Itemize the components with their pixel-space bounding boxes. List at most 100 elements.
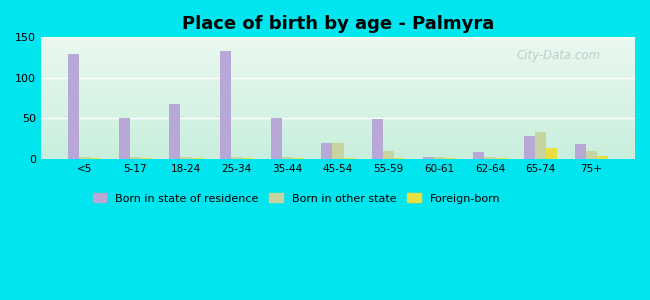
Bar: [41, 142, 635, 143]
Bar: [41, 88, 635, 89]
Bar: [41, 149, 635, 150]
Bar: [41, 59, 635, 60]
Bar: [41, 97, 635, 98]
Bar: [41, 152, 635, 153]
Bar: [41, 86, 635, 87]
Bar: [41, 72, 635, 73]
Bar: [41, 117, 635, 118]
Bar: [321, 143, 332, 159]
Bar: [41, 130, 635, 131]
Bar: [41, 133, 635, 134]
Bar: [41, 141, 635, 142]
Bar: [41, 43, 635, 44]
Bar: [41, 45, 635, 46]
Bar: [41, 81, 635, 82]
Bar: [41, 41, 635, 42]
Bar: [41, 147, 635, 148]
Bar: [41, 79, 635, 80]
Bar: [130, 157, 141, 159]
Bar: [41, 63, 635, 64]
Title: Place of birth by age - Palmyra: Place of birth by age - Palmyra: [182, 15, 494, 33]
Bar: [41, 55, 635, 56]
Bar: [41, 83, 635, 84]
Bar: [41, 80, 635, 81]
Bar: [41, 94, 635, 95]
Bar: [41, 129, 635, 130]
Bar: [281, 157, 293, 159]
Bar: [41, 154, 635, 155]
Bar: [41, 71, 635, 72]
Bar: [524, 136, 535, 159]
Bar: [41, 134, 635, 135]
Bar: [495, 158, 506, 159]
Bar: [41, 98, 635, 99]
Bar: [546, 148, 557, 159]
Bar: [422, 157, 434, 159]
Bar: [473, 152, 484, 159]
Bar: [41, 103, 635, 104]
Bar: [41, 102, 635, 103]
Bar: [41, 58, 635, 59]
Bar: [41, 113, 635, 114]
Bar: [41, 123, 635, 124]
Bar: [41, 68, 635, 69]
Bar: [41, 132, 635, 133]
Bar: [41, 92, 635, 93]
Bar: [41, 40, 635, 41]
Bar: [41, 126, 635, 127]
Bar: [41, 61, 635, 62]
Bar: [394, 158, 406, 159]
Bar: [41, 84, 635, 85]
Bar: [41, 75, 635, 76]
Bar: [41, 119, 635, 120]
Bar: [231, 157, 242, 159]
Bar: [41, 69, 635, 70]
Bar: [41, 155, 635, 156]
Bar: [41, 78, 635, 79]
Bar: [169, 104, 180, 159]
Bar: [535, 132, 546, 159]
Bar: [41, 64, 635, 65]
Bar: [41, 150, 635, 151]
Bar: [41, 47, 635, 48]
Bar: [586, 151, 597, 159]
Bar: [41, 96, 635, 97]
Bar: [293, 158, 304, 159]
Bar: [118, 118, 130, 159]
Bar: [41, 53, 635, 54]
Bar: [41, 104, 635, 105]
Bar: [41, 136, 635, 137]
Bar: [445, 158, 456, 159]
Bar: [41, 52, 635, 53]
Bar: [68, 53, 79, 159]
Bar: [41, 46, 635, 47]
Bar: [141, 158, 152, 159]
Bar: [41, 144, 635, 145]
Bar: [41, 61, 635, 62]
Bar: [41, 109, 635, 110]
Bar: [41, 106, 635, 107]
Bar: [41, 122, 635, 123]
Legend: Born in state of residence, Born in other state, Foreign-born: Born in state of residence, Born in othe…: [89, 190, 504, 207]
Bar: [41, 57, 635, 58]
Bar: [41, 138, 635, 139]
Bar: [41, 115, 635, 116]
Bar: [41, 153, 635, 154]
Bar: [41, 49, 635, 50]
Bar: [41, 70, 635, 71]
Bar: [41, 143, 635, 144]
Bar: [41, 108, 635, 109]
Bar: [575, 144, 586, 159]
Bar: [192, 158, 203, 159]
Bar: [41, 48, 635, 49]
Bar: [41, 101, 635, 102]
Bar: [90, 158, 101, 159]
Bar: [41, 151, 635, 152]
Bar: [41, 145, 635, 146]
Bar: [41, 107, 635, 108]
Bar: [41, 110, 635, 111]
Bar: [41, 87, 635, 88]
Bar: [41, 118, 635, 119]
Bar: [41, 54, 635, 55]
Bar: [41, 156, 635, 157]
